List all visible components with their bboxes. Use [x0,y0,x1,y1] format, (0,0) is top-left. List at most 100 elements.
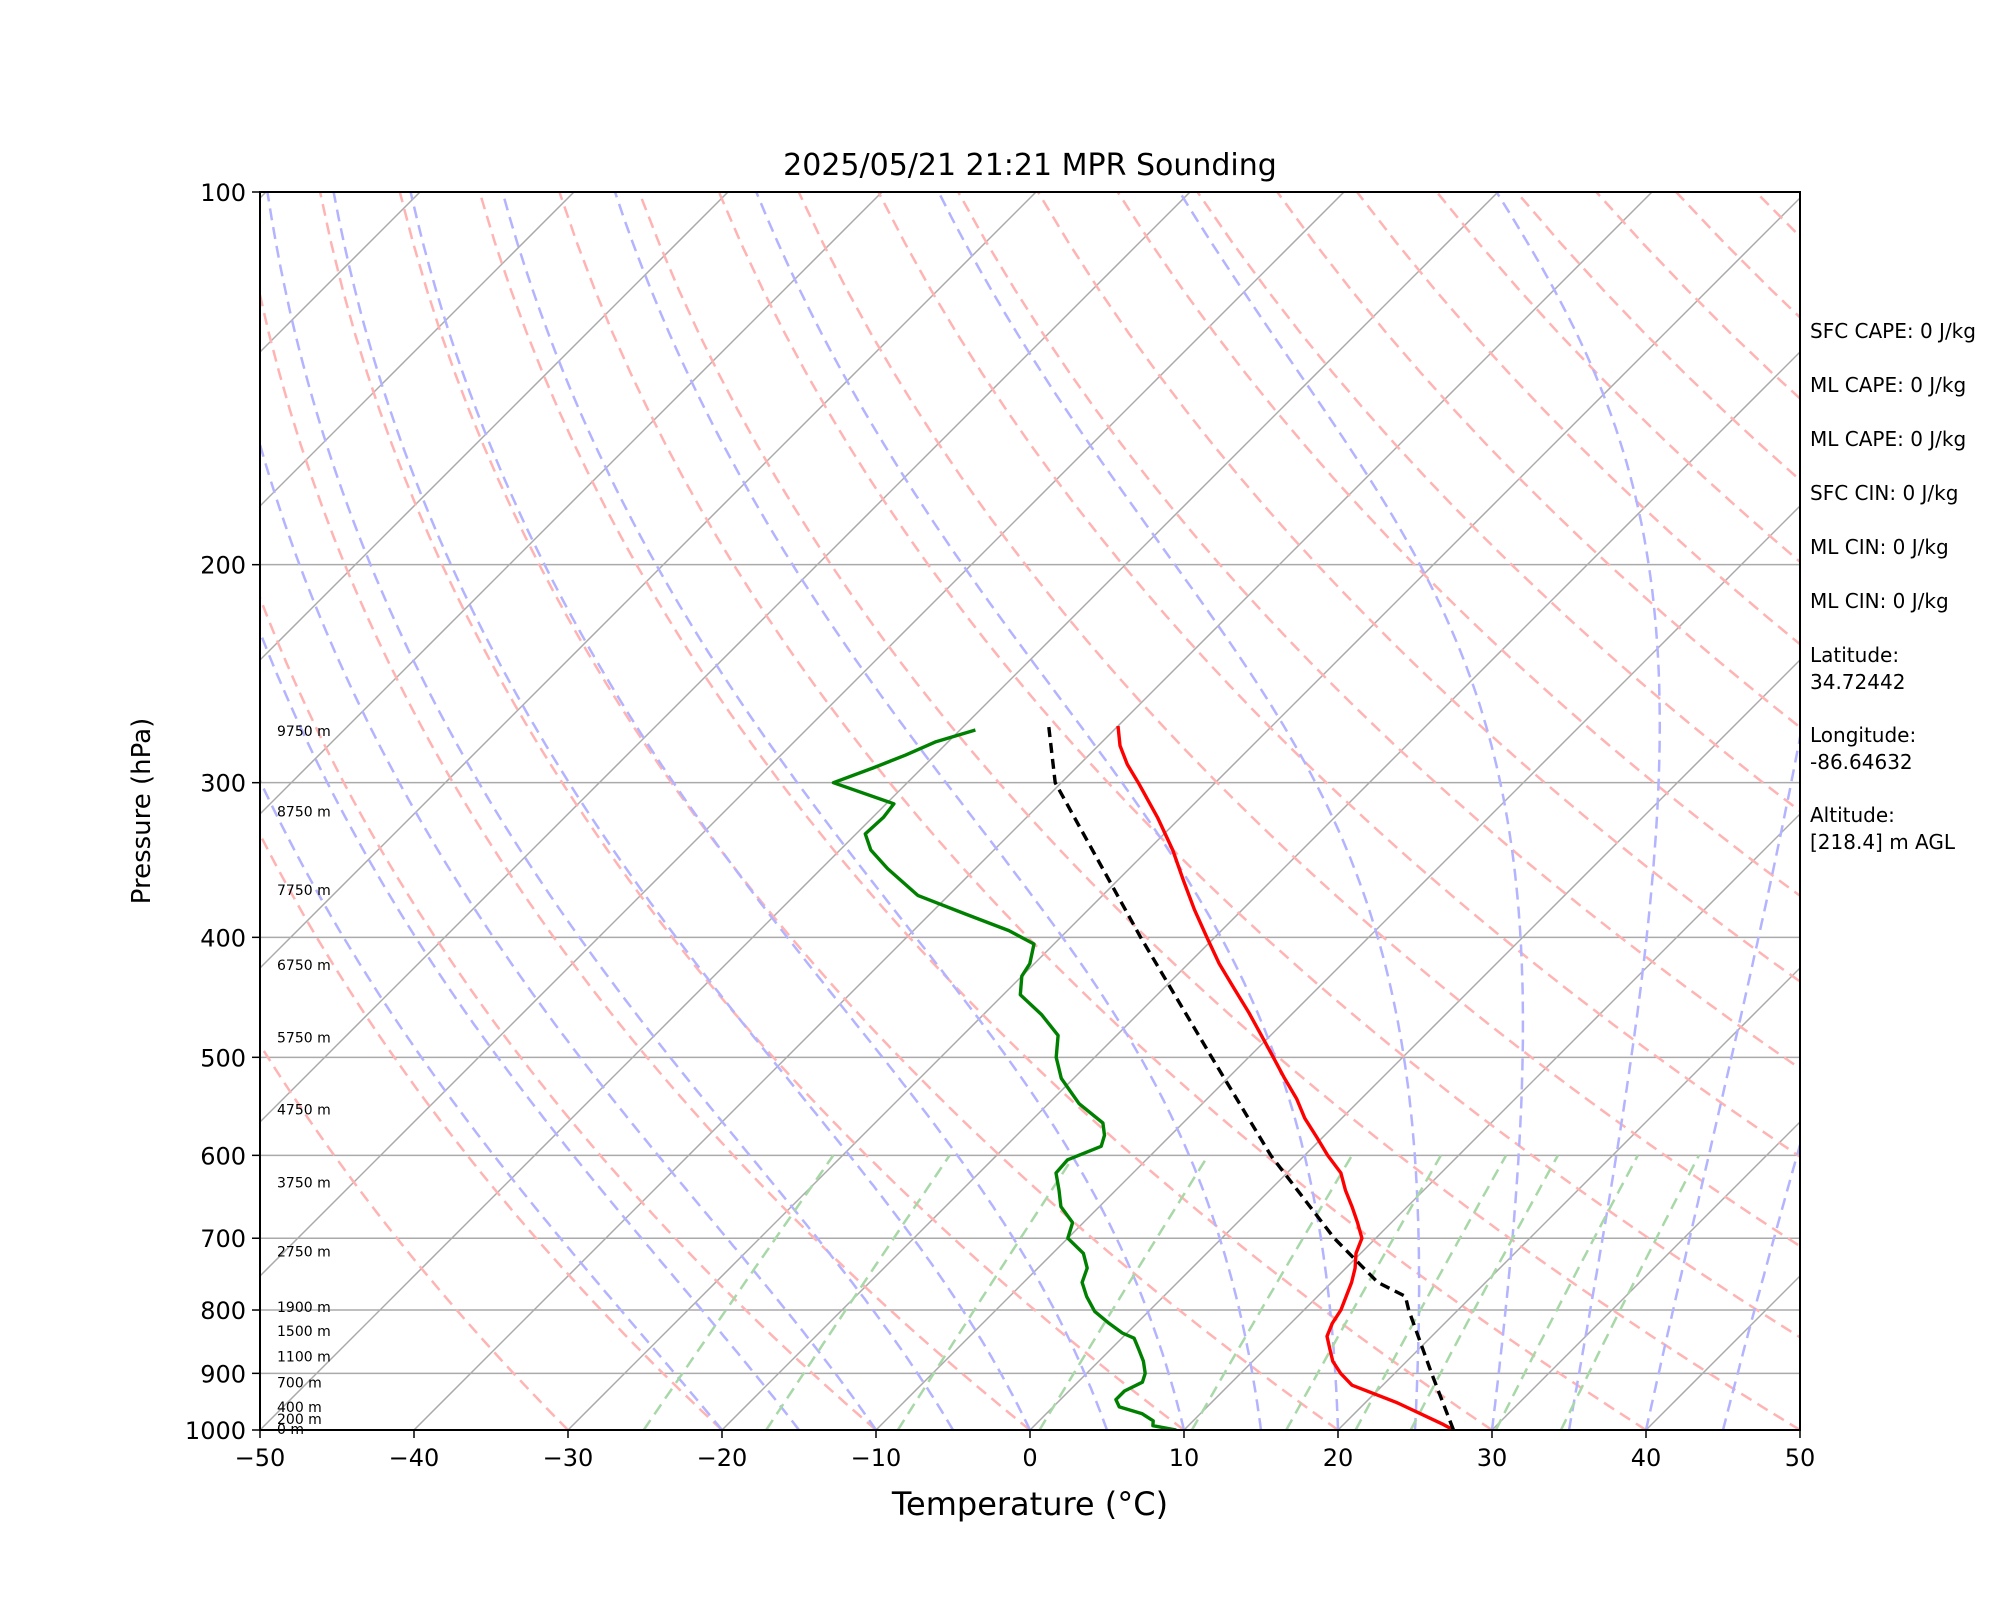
isotherm-line [721,350,1800,1430]
dry-adiabat-line [318,192,1185,1430]
moist-adiabat-line [1644,730,1800,1430]
ml-cape-2: ML CAPE: 0 J/kg [1810,427,1967,451]
mixing-ratio-line [896,1154,1076,1430]
height-label: 3750 m [277,1175,331,1191]
ml-cin: ML CIN: 0 J/kg [1810,535,1949,559]
temperature-line [1116,725,1455,1430]
x-tick-label: −40 [389,1444,440,1472]
dry-adiabat-line [260,594,877,1430]
x-tick-label: −50 [235,1444,286,1472]
moist-adiabat-line [260,777,723,1430]
dry-adiabat-line [558,192,1647,1430]
height-label: 700 m [277,1375,322,1391]
mixing-ratio-line [1190,1154,1354,1430]
dewpoint-line [831,728,1177,1430]
height-label: 6750 m [277,958,331,974]
isotherm-line [260,192,1037,970]
height-label: 9750 m [277,724,331,740]
longitude-value: -86.64632 [1810,750,1913,774]
x-tick-label: −20 [697,1444,748,1472]
y-tick-label: 600 [200,1142,246,1170]
height-label: 5750 m [277,1031,331,1047]
isotherm-line [875,504,1800,1430]
sfc-cape: SFC CAPE: 0 J/kg [1810,319,1976,343]
stats-panel: SFC CAPE: 0 J/kg ML CAPE: 0 J/kg ML CAPE… [1810,318,1995,882]
dry-adiabat-line [478,192,1493,1430]
chart-title: 2025/05/21 21:21 MPR Sounding [783,148,1277,183]
parcel-profile-line [1047,725,1456,1430]
moist-adiabat-line [260,440,878,1430]
moist-adiabat-line [501,192,1186,1430]
moist-adiabat-line [1178,192,1525,1430]
moist-adiabat-line [266,192,955,1430]
moist-adiabat-line [260,628,800,1430]
dry-adiabat-line [957,192,1800,1070]
y-tick-label: 100 [200,179,246,207]
dry-adiabat-line [1995,192,2000,1430]
moist-adiabat-line [755,192,1340,1430]
dry-adiabat-line [1276,192,1800,729]
height-label: 400 m [277,1400,322,1416]
moist-adiabat-line [409,192,1109,1430]
isotherm-line [260,192,1499,1430]
dry-adiabat-line [637,192,1800,1430]
isotherm-line [1337,966,1800,1430]
dry-adiabat-line [797,192,1800,1248]
longitude-label: Longitude: [1810,723,1917,747]
mixing-ratio-line [1038,1154,1210,1430]
dry-adiabat-line [717,192,1800,1339]
dry-adiabat-line [260,1042,569,1430]
y-tick-label: 200 [200,552,246,580]
moist-adiabat-line [937,192,1421,1430]
height-label: 1900 m [277,1300,331,1316]
x-tick-label: 0 [1022,1444,1037,1472]
isotherm-line [260,192,575,508]
y-tick-label: 400 [200,924,246,952]
sfc-cin: SFC CIN: 0 J/kg [1810,481,1959,505]
height-label: 1100 m [277,1350,331,1366]
mixing-ratio-line [1494,1154,1639,1430]
y-tick-label: 300 [200,770,246,798]
x-tick-label: 40 [1631,1444,1662,1472]
y-tick-label: 900 [200,1360,246,1388]
y-tick-label: 500 [200,1044,246,1072]
isotherm-line [260,192,729,662]
isotherm-line [1183,812,1800,1430]
longitude: Longitude: -86.64632 [1810,722,1995,802]
latitude-value: 34.72442 [1810,670,1906,694]
x-tick-label: −10 [851,1444,902,1472]
isotherm-line [1491,1120,1800,1430]
moist-adiabat-line [1495,192,1662,1430]
isotherm-line [260,192,1191,1124]
mixing-ratio-line [1285,1154,1442,1430]
x-tick-label: 10 [1169,1444,1200,1472]
moist-adiabat-line [613,192,1263,1430]
x-tick-label: 50 [1785,1444,1816,1472]
latitude: Latitude: 34.72442 [1810,642,1995,722]
height-label: 4750 m [277,1103,331,1119]
altitude-value: [218.4] m AGL [1810,830,1956,854]
isotherm-line [1029,658,1800,1430]
ml-cape: ML CAPE: 0 J/kg [1810,373,1967,397]
dry-adiabat-line [1196,192,1800,813]
height-label: 8750 m [277,804,331,820]
mixing-ratio-line [642,1154,835,1430]
mixing-ratio-line [1559,1154,1701,1430]
dry-adiabat-line [877,192,1800,1159]
altitude-label: Altitude: [1810,803,1895,827]
isotherm-line [567,196,1800,1430]
y-axis-label: Pressure (hPa) [127,718,157,905]
moist-adiabat-line [332,192,1032,1430]
plot-frame [259,191,1801,1431]
y-axis-ticks: 100 200 300 400 500 600 700 800 900 1000 [185,179,260,1445]
background-lines [0,192,2000,1430]
isotherm-line [0,192,112,1430]
height-label: 200 m [277,1412,322,1428]
height-label: 1500 m [277,1324,331,1340]
x-axis-label: Temperature (°C) [891,1485,1168,1523]
dry-adiabat-line [398,192,1339,1430]
x-tick-label: 20 [1323,1444,1354,1472]
x-tick-label: −30 [543,1444,594,1472]
